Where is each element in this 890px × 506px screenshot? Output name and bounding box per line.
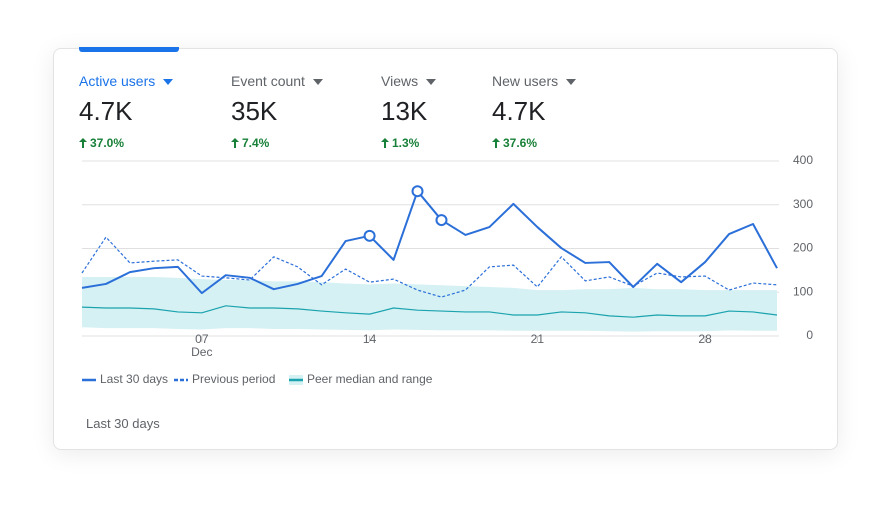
y-tick-label: 0 — [806, 328, 813, 342]
metric-label: New users — [492, 73, 577, 89]
y-tick-label: 100 — [793, 284, 813, 298]
metric-name: Active users — [79, 73, 156, 89]
x-tick-label: 21 — [531, 332, 545, 346]
metric-change: 37.0% — [79, 136, 173, 150]
up-arrow — [79, 138, 87, 148]
metric-name: Views — [381, 73, 419, 89]
metric-tab[interactable]: Views 13K 1.3% — [381, 73, 436, 150]
metric-tab[interactable]: Active users 4.7K 37.0% — [79, 73, 174, 150]
change-value: 1.3% — [392, 136, 420, 150]
highlight-point — [411, 185, 424, 198]
x-month-label: Dec — [191, 345, 212, 359]
change-value: 7.4% — [242, 136, 270, 150]
metric-label: Event count — [231, 73, 323, 89]
metric-label: Active users — [79, 73, 174, 89]
metric-change: 37.6% — [492, 136, 576, 150]
x-tick-label: 28 — [698, 332, 712, 346]
metric-tab[interactable]: New users 4.7K 37.6% — [492, 73, 577, 150]
change-value: 37.6% — [503, 136, 538, 150]
legend-label: Last 30 days — [100, 372, 168, 386]
series-line — [81, 190, 778, 295]
footer: Last 30 days — [86, 416, 160, 431]
peer-range-band — [82, 276, 777, 332]
series-line — [81, 236, 778, 298]
metric-value: 4.7K — [492, 96, 546, 126]
dropdown-icon — [425, 79, 436, 86]
legend-label: Previous period — [192, 372, 275, 386]
change-value: 37.0% — [90, 136, 125, 150]
x-tick-label: 07 — [195, 332, 209, 346]
y-tick-label: 400 — [793, 153, 813, 167]
dropdown-icon — [312, 79, 323, 86]
metric-label: Views — [381, 73, 436, 89]
up-arrow — [381, 138, 389, 148]
metric-name: New users — [492, 73, 559, 89]
up-arrow — [231, 138, 239, 148]
dropdown-icon — [163, 79, 174, 86]
metric-tab[interactable]: Event count 35K 7.4% — [231, 73, 323, 150]
series-line — [81, 305, 778, 318]
up-arrow — [492, 138, 500, 148]
metric-change: 7.4% — [231, 136, 323, 150]
metric-value: 13K — [381, 96, 428, 126]
dropdown-icon — [566, 79, 577, 86]
highlight-point — [363, 229, 376, 242]
metric-name: Event count — [231, 73, 305, 89]
active-tab-bar — [79, 47, 179, 52]
metric-change: 1.3% — [381, 136, 436, 150]
y-tick-label: 300 — [793, 197, 813, 211]
x-tick-label: 14 — [363, 332, 377, 346]
legend-label: Peer median and range — [307, 372, 433, 386]
metric-value: 4.7K — [79, 96, 133, 126]
metric-value: 35K — [231, 96, 278, 126]
y-tick-label: 200 — [793, 241, 813, 255]
highlight-point — [435, 214, 448, 227]
